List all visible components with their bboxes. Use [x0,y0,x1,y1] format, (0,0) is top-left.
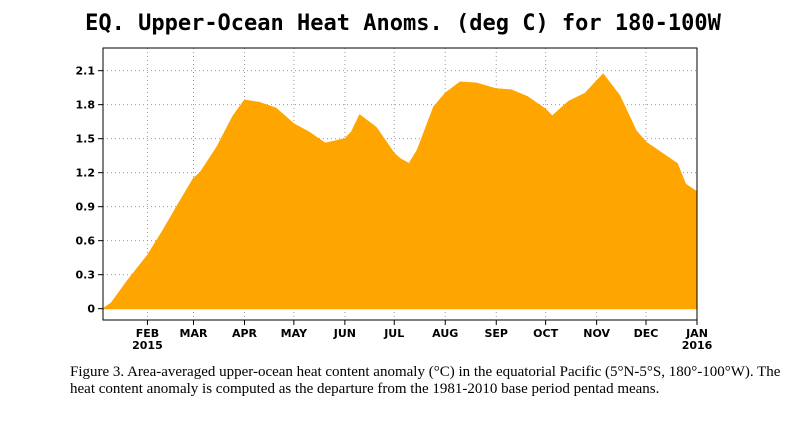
y-tick-label: 0 [87,303,95,316]
x-tick-label: AUG [432,327,458,340]
x-tick-label: MAR [180,327,208,340]
figure-caption: Figure 3. Area-averaged upper-ocean heat… [70,364,781,397]
x-tick-label: MAY [281,327,308,340]
y-tick-label: 2.1 [76,65,96,78]
x-tick-label: APR [232,327,258,340]
x-tick-label: JAN [685,327,708,340]
plot-frame [102,47,698,321]
y-tick-label: 0.3 [76,269,96,282]
x-tick-label: FEB [136,327,159,340]
x-tick-label: NOV [583,327,610,340]
x-tick-label: DEC [634,327,659,340]
x-tick-label: JUN [333,327,356,340]
x-tick-label: JUL [383,327,404,340]
y-tick-label: 1.5 [76,133,96,146]
x-tick-year-label: 2015 [132,339,163,352]
x-tick-year-label: 2016 [682,339,713,352]
x-tick-label: OCT [533,327,558,340]
x-tick-label: SEP [485,327,509,340]
y-tick-label: 0.9 [76,201,96,214]
y-tick-label: 1.2 [76,167,96,180]
y-tick-label: 0.6 [76,235,96,248]
chart-title: EQ. Upper-Ocean Heat Anoms. (deg C) for … [85,11,722,36]
y-tick-label: 1.8 [76,99,96,112]
heat-anomaly-area [101,73,698,310]
